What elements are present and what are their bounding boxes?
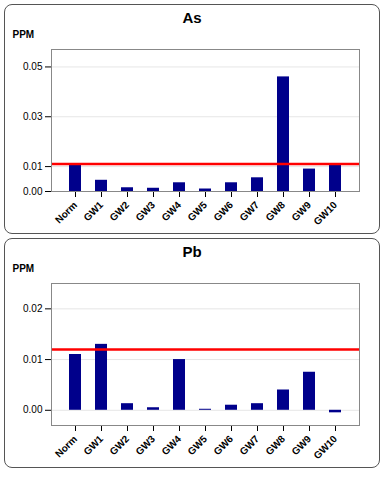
svg-text:0.00: 0.00 xyxy=(23,404,43,415)
svg-text:GW7: GW7 xyxy=(237,433,261,457)
svg-text:GW3: GW3 xyxy=(133,199,157,223)
svg-text:0.03: 0.03 xyxy=(23,111,43,122)
svg-text:GW4: GW4 xyxy=(159,433,183,457)
svg-text:0.02: 0.02 xyxy=(23,303,43,314)
svg-text:GW2: GW2 xyxy=(107,199,131,223)
svg-text:GW7: GW7 xyxy=(237,199,261,223)
svg-text:PPM: PPM xyxy=(13,263,35,274)
svg-text:GW1: GW1 xyxy=(81,433,105,457)
svg-text:0.01: 0.01 xyxy=(23,354,43,365)
svg-text:GW4: GW4 xyxy=(159,199,183,223)
svg-text:0.05: 0.05 xyxy=(23,61,43,72)
html-text:As: As xyxy=(182,9,202,26)
svg-text:GW9: GW9 xyxy=(289,199,313,223)
svg-text:GW3: GW3 xyxy=(133,433,157,457)
svg-text:GW5: GW5 xyxy=(185,433,209,457)
svg-text:0.01: 0.01 xyxy=(23,161,43,172)
svg-text:GW10: GW10 xyxy=(311,433,339,461)
svg-text:GW1: GW1 xyxy=(81,199,105,223)
html-text:Pb: Pb xyxy=(182,243,202,260)
svg-text:GW6: GW6 xyxy=(211,433,235,457)
svg-text:GW2: GW2 xyxy=(107,433,131,457)
svg-text:GW9: GW9 xyxy=(289,433,313,457)
svg-text:Norm: Norm xyxy=(53,199,79,225)
svg-text:GW6: GW6 xyxy=(211,199,235,223)
svg-text:GW8: GW8 xyxy=(263,199,287,223)
svg-text:PPM: PPM xyxy=(13,29,35,40)
svg-text:GW10: GW10 xyxy=(311,199,339,227)
svg-text:0.00: 0.00 xyxy=(23,186,43,197)
svg-text:GW8: GW8 xyxy=(263,433,287,457)
svg-text:GW5: GW5 xyxy=(185,199,209,223)
svg-text:Norm: Norm xyxy=(53,433,79,459)
